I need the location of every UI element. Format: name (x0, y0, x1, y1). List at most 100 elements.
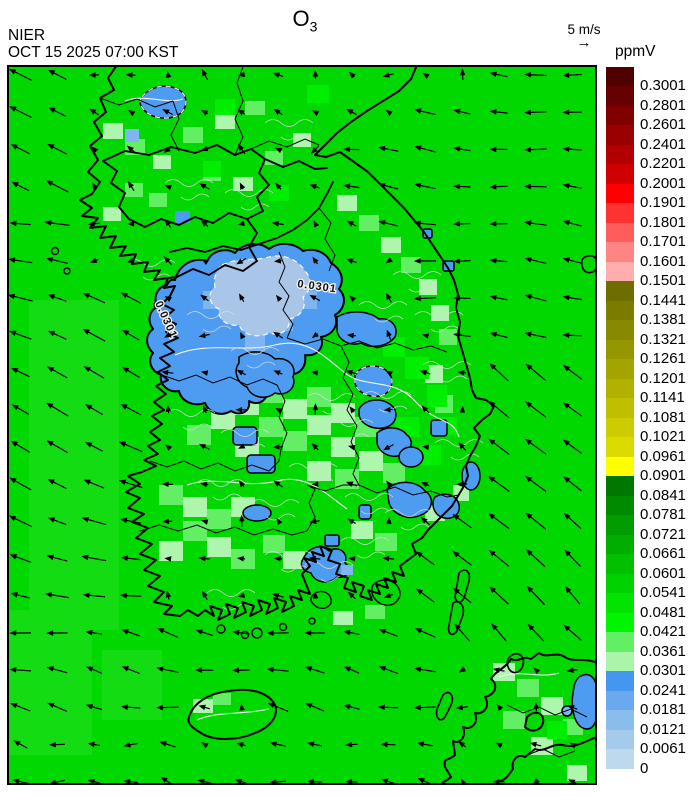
concentration-cell (333, 611, 353, 625)
wind-arrow (564, 586, 581, 605)
o3-low-cell (246, 454, 276, 474)
wind-arrow (237, 143, 246, 155)
wind-arrow (310, 145, 320, 154)
wind-arrow (526, 549, 546, 568)
wind-arrow (199, 183, 210, 190)
concentration-cell (503, 711, 525, 729)
wind-arrow (46, 554, 68, 562)
wind-arrow (343, 146, 360, 153)
wind-arrow (272, 72, 284, 78)
wind-arrow (82, 328, 106, 342)
colorbar-segment (606, 534, 634, 554)
wind-arrow (488, 513, 510, 530)
wind-arrow (524, 183, 547, 190)
wind-arrow (165, 444, 173, 451)
wind-arrow (120, 555, 141, 561)
wind-arrow (524, 146, 547, 153)
colorbar-segment (606, 573, 634, 593)
concentration-cell (381, 237, 401, 253)
wind-arrow (92, 182, 98, 190)
concentration-cell (203, 161, 221, 177)
colorbar-segment (606, 105, 634, 125)
colorbar-segment (606, 554, 634, 574)
wind-arrow (46, 180, 69, 193)
wind-arrow (199, 443, 210, 450)
wind-arrow (562, 294, 582, 301)
colorbar-tick-label: 0.0601 (640, 564, 686, 582)
wind-arrow (87, 741, 101, 748)
wind-arrow (414, 182, 437, 190)
wind-arrow (488, 401, 510, 419)
wind-arrow (562, 146, 582, 152)
wind-arrow (563, 513, 582, 530)
colorbar-segment (606, 339, 634, 359)
wind-arrow (378, 220, 399, 227)
o3-low-cell (341, 565, 353, 575)
wind-arrow (385, 370, 393, 377)
wind-arrow (308, 555, 321, 562)
o3-low-cell (175, 211, 190, 223)
wind-arrow (10, 703, 31, 712)
wind-arrow (489, 257, 508, 264)
wind-arrow (345, 369, 358, 376)
wind-arrow (488, 476, 510, 492)
concentration-cell (359, 215, 379, 231)
colorbar-segment (606, 690, 634, 710)
wind-arrow (44, 220, 70, 226)
wind-arrow (454, 623, 471, 642)
wind-arrow (312, 256, 319, 265)
wind-arrow (413, 258, 437, 264)
colorbar-tick-label: 0.1441 (640, 291, 686, 309)
wind-arrow (525, 475, 547, 492)
wind-arrow (524, 294, 547, 302)
wind-arrow (9, 220, 31, 227)
wind-arrow (525, 401, 547, 418)
wind-arrow (421, 405, 430, 414)
wind-arrow (121, 629, 141, 637)
wind-arrow (81, 554, 107, 562)
wind-arrow (201, 109, 209, 116)
concentration-cell (547, 721, 567, 739)
wind-arrow (197, 778, 211, 785)
wind-arrow (9, 667, 31, 673)
wind-arrow (413, 295, 437, 302)
source-label: NIER (8, 27, 46, 44)
wind-arrow (566, 667, 578, 673)
wind-arrow (8, 68, 32, 81)
wind-arrow (562, 402, 583, 417)
wind-arrow (237, 71, 246, 78)
wind-arrow (414, 666, 437, 673)
wind-arrow (421, 481, 430, 488)
wind-arrow (271, 593, 284, 599)
wind-arrow (85, 704, 103, 711)
wind-arrow (237, 109, 246, 116)
wind-arrow (238, 480, 246, 488)
tsushima-island (447, 569, 471, 636)
wind-arrow (275, 182, 282, 190)
wind-arrow (81, 516, 107, 526)
low-o3-regions (125, 85, 597, 730)
concentration-cell (359, 451, 383, 471)
o3-low-region-ulsan (386, 481, 433, 519)
wind-arrow (161, 481, 174, 488)
wind-arrow (47, 702, 68, 712)
wind-arrow (275, 147, 283, 154)
wind-arrow (200, 294, 209, 302)
colorbar-segment (606, 417, 634, 437)
o3-low-cell (324, 534, 340, 547)
wind-arrow (378, 182, 399, 190)
wind-arrow (239, 514, 245, 527)
wind-arrow (349, 295, 357, 303)
wind-arrow (83, 366, 105, 379)
wind-arrow (312, 591, 319, 599)
concentration-cell (337, 195, 357, 211)
wind-arrow (307, 778, 323, 785)
colorbar-segment (606, 203, 634, 223)
colorbar-segment (606, 456, 634, 476)
o3-low-cell (430, 419, 448, 437)
concentration-cell (263, 535, 285, 553)
wind-arrow (311, 442, 319, 451)
wind-arrow (9, 630, 32, 636)
white-dashed-contours (139, 85, 393, 397)
wind-arrow (533, 778, 540, 785)
